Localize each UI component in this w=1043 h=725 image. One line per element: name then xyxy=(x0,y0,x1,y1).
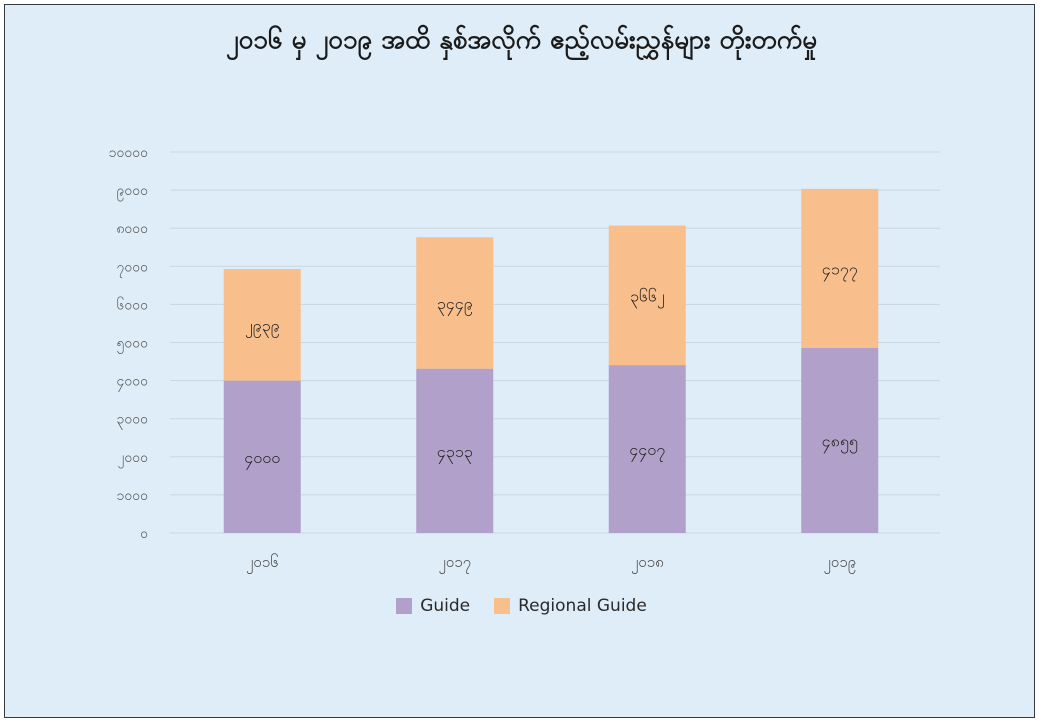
data-label: ၃၆၆၂ xyxy=(630,286,665,308)
legend-swatch-regional-guide xyxy=(494,598,511,614)
data-label: ၃၄၄၉ xyxy=(437,294,473,316)
y-tick-label: ၈၀၀၀ xyxy=(116,221,148,237)
data-label: ၄၄၀၇ xyxy=(629,440,665,462)
data-label: ၄၃၁၃ xyxy=(437,442,473,464)
legend: Guide Regional Guide xyxy=(0,596,1043,616)
bar-regional-guide xyxy=(801,188,879,349)
legend-label-guide: Guide xyxy=(420,596,471,616)
bar-guide xyxy=(608,365,686,533)
bar-guide xyxy=(416,368,494,533)
legend-label-regional-guide: Regional Guide xyxy=(518,596,647,616)
bar-regional-guide xyxy=(416,237,494,369)
legend-item-regional-guide: Regional Guide xyxy=(494,596,647,616)
y-tick-label: ၉၀၀၀ xyxy=(117,183,149,201)
x-tick-label: ၂၀၁၉ xyxy=(823,553,856,574)
y-tick-label: ၄၀၀၀ xyxy=(117,374,149,392)
bar-guide xyxy=(801,348,879,533)
data-label: ၂၉၃၉ xyxy=(245,316,280,338)
bar-regional-guide xyxy=(223,269,301,381)
x-tick-label: ၂၀၁၈ xyxy=(631,553,664,574)
y-tick-label: ၁၀၀၀၀ xyxy=(109,145,149,161)
bar-guide xyxy=(223,380,301,533)
y-tick-label: ၇၀၀၀ xyxy=(117,259,149,277)
y-tick-label: ၂၀၀၀ xyxy=(117,450,148,468)
x-tick-label: ၂၀၁၆ xyxy=(246,553,279,574)
data-label: ၄၈၅၅ xyxy=(822,432,858,454)
y-tick-label: ၀ xyxy=(140,526,148,542)
legend-swatch-guide xyxy=(396,598,413,614)
y-tick-label: ၃၀၀၀ xyxy=(117,412,149,430)
y-tick-label: ၆၀၀၀ xyxy=(117,297,149,313)
legend-item-guide: Guide xyxy=(396,596,470,616)
data-label: ၄၁၇၇ xyxy=(822,259,858,281)
chart-title: ၂၀၁၆ မှ ၂၀၁၉ အထိ နှစ်အလိုက် ဧည့်လမ်းညွှန… xyxy=(225,25,818,55)
y-tick-label: ၅၀၀၀ xyxy=(117,336,149,354)
bar-regional-guide xyxy=(608,225,686,366)
y-tick-label: ၁၀၀၀ xyxy=(117,488,149,504)
x-tick-label: ၂၀၁၇ xyxy=(438,553,471,574)
data-label: ၄၀၀၀ xyxy=(244,448,280,470)
